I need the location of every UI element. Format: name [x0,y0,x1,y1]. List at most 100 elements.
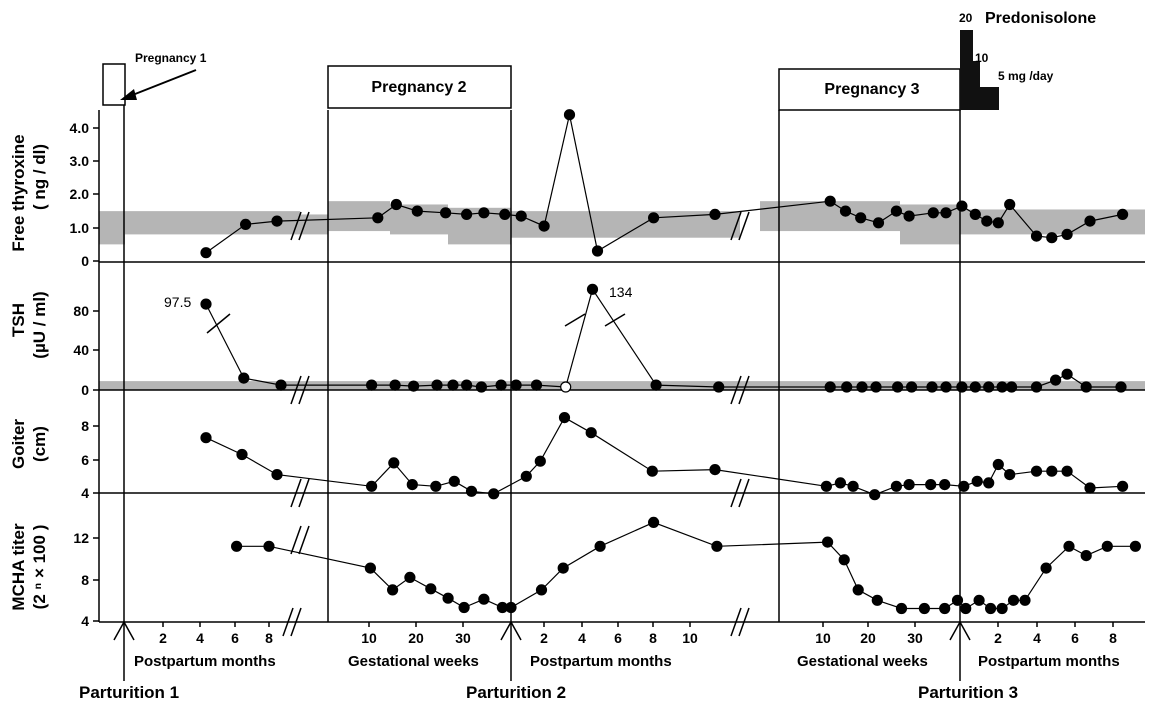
data-point [646,465,658,477]
section-label-postpartum-2: Postpartum months [530,653,672,670]
ylabel-free-thyroxine-unit: ( ng / dl) [30,144,49,210]
data-point [505,601,517,614]
ylabel-tsh: TSH [9,303,28,337]
axis-break-mark [298,525,310,555]
data-point [983,477,995,489]
dose-20-bar [960,30,973,110]
normal-range-band [99,211,125,245]
axis-break-mark [730,211,742,241]
data-point [940,207,952,219]
data-point [404,571,416,584]
data-point [200,247,212,259]
data-point [538,220,550,232]
dose-5-bar [980,87,999,110]
data-point [430,480,442,492]
data-point [1080,549,1092,562]
axis-break-mark [730,607,742,637]
data-point [563,109,576,121]
data-point [560,381,572,393]
data-point [918,602,931,615]
data-point [939,602,951,615]
data-point [958,480,970,492]
normal-range-band [125,211,300,235]
data-point [458,601,470,614]
data-point [1063,540,1075,552]
data-point [956,200,968,212]
data-point [1115,381,1127,393]
data-point [366,379,378,391]
parturition-2-label: Parturition 2 [466,683,566,702]
xtick-pp2-2: 2 [540,630,548,646]
pregnancy-1-arrow [129,69,197,97]
data-point [366,480,378,492]
axis-break-mark [730,375,742,405]
data-point [1080,381,1092,393]
data-point [927,207,939,219]
data-point [983,381,995,393]
pregnancy-1-label: Pregnancy 1 [135,51,207,65]
data-point [855,212,867,224]
value-break-mark [564,313,586,327]
data-point [956,381,968,393]
data-point [1004,469,1016,481]
data-point [530,379,543,391]
data-point [515,210,527,222]
series-layer [200,109,1142,615]
data-point [387,584,399,596]
y-tick-label: 1.0 [70,220,90,236]
data-point [200,298,212,310]
y-tick-label: 2.0 [70,186,90,202]
data-point [586,283,599,295]
y-tick-label: 12 [73,530,89,546]
data-point [960,602,972,615]
data-point [872,217,885,229]
section-label-gestational-3: Gestational weeks [797,653,928,670]
data-point [465,485,478,497]
xtick-pp2-4: 4 [578,630,586,646]
data-point [824,381,836,393]
data-point [495,379,507,391]
data-point [238,372,250,384]
data-point [1116,208,1129,220]
y-tick-label: 4 [81,613,89,629]
data-point [408,380,420,392]
data-point [478,593,490,605]
data-point [890,480,903,492]
annotation-97-5: 97.5 [164,294,191,310]
xtick-gw2-20: 20 [408,630,424,646]
data-point [981,215,993,227]
xtick-gw3-10: 10 [815,630,831,646]
axis-break-mark [730,478,742,508]
data-point [821,536,834,548]
data-point [1030,381,1043,393]
dose-10-bar [973,61,980,110]
y-tick-label: 8 [81,572,89,588]
data-point [271,469,283,481]
axis-break-mark [298,211,310,241]
pregnancy-2-label: Pregnancy 2 [371,79,466,96]
data-point [992,458,1004,471]
data-point [200,432,212,444]
ylabel-mcha: MCHA titer [9,523,28,611]
ylabel-goiter: Goiter [9,419,28,469]
y-tick-label: 80 [73,303,89,319]
data-point [1046,232,1058,244]
data-point [591,245,604,257]
data-point [461,379,473,391]
data-point [1129,540,1142,552]
data-point [838,554,850,566]
data-point [647,516,660,529]
value-break-mark [206,313,231,334]
data-point [488,488,500,500]
xtick-gw2-30: 30 [455,630,471,646]
data-point [478,207,490,219]
data-point [709,208,721,220]
xtick-gw3-30: 30 [907,630,923,646]
section-label-postpartum-3: Postpartum months [978,653,1120,670]
dose-10-label: 10 [975,51,989,65]
data-point [388,457,400,469]
parturition-2-arrow [500,620,522,681]
data-point [406,479,418,491]
axis-break-mark [290,478,302,508]
